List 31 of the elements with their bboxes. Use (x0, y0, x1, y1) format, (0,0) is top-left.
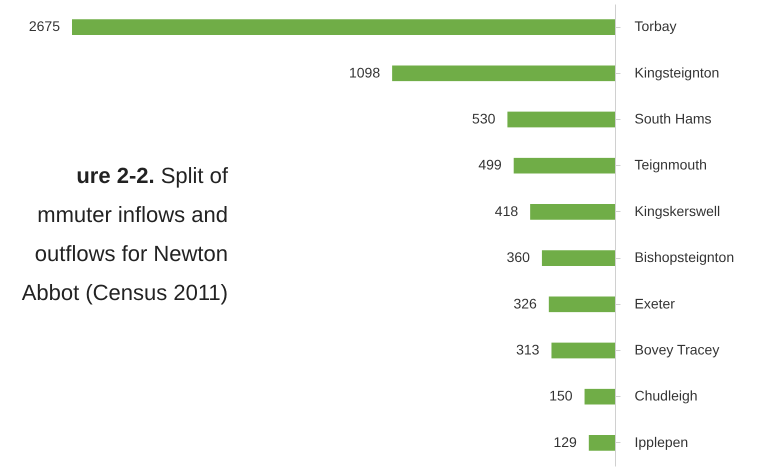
data-label: 1098 (348, 64, 380, 80)
bar (588, 435, 615, 451)
data-label: 499 (478, 156, 502, 173)
bar (551, 342, 615, 358)
bar (392, 65, 615, 82)
data-label: 313 (516, 342, 540, 358)
data-label: 2675 (28, 18, 60, 34)
y-tick-label: Kingskerswell (634, 202, 720, 219)
y-tick-label: Exeter (634, 295, 676, 312)
bar (548, 296, 615, 312)
data-label: 530 (472, 110, 496, 126)
bar (584, 388, 615, 405)
bar (72, 19, 615, 35)
bar (530, 204, 615, 220)
y-tick-label: Teignmouth (634, 156, 707, 173)
bar (514, 158, 615, 174)
bar (507, 112, 615, 128)
data-label: 150 (549, 388, 573, 404)
bar (542, 250, 615, 266)
y-tick-label: Chudleigh (634, 388, 698, 404)
y-tick-label: Bovey Tracey (634, 342, 720, 358)
y-tick-label: Ipplepen (634, 434, 688, 450)
data-label: 326 (513, 295, 538, 312)
data-label: 129 (553, 434, 578, 450)
y-tick-label: Bishopsteignton (634, 249, 734, 266)
text: ure 2-2. Split of mmuter inflows and outflows for Newton Abbot (Census 2011) (20, 162, 228, 307)
y-tick-label: Kingsteignton (634, 64, 720, 80)
y-tick-label: Torbay (634, 18, 677, 34)
y-tick-label: South Hams (634, 110, 712, 126)
data-label: 418 (494, 202, 518, 219)
data-label: 360 (506, 249, 530, 266)
